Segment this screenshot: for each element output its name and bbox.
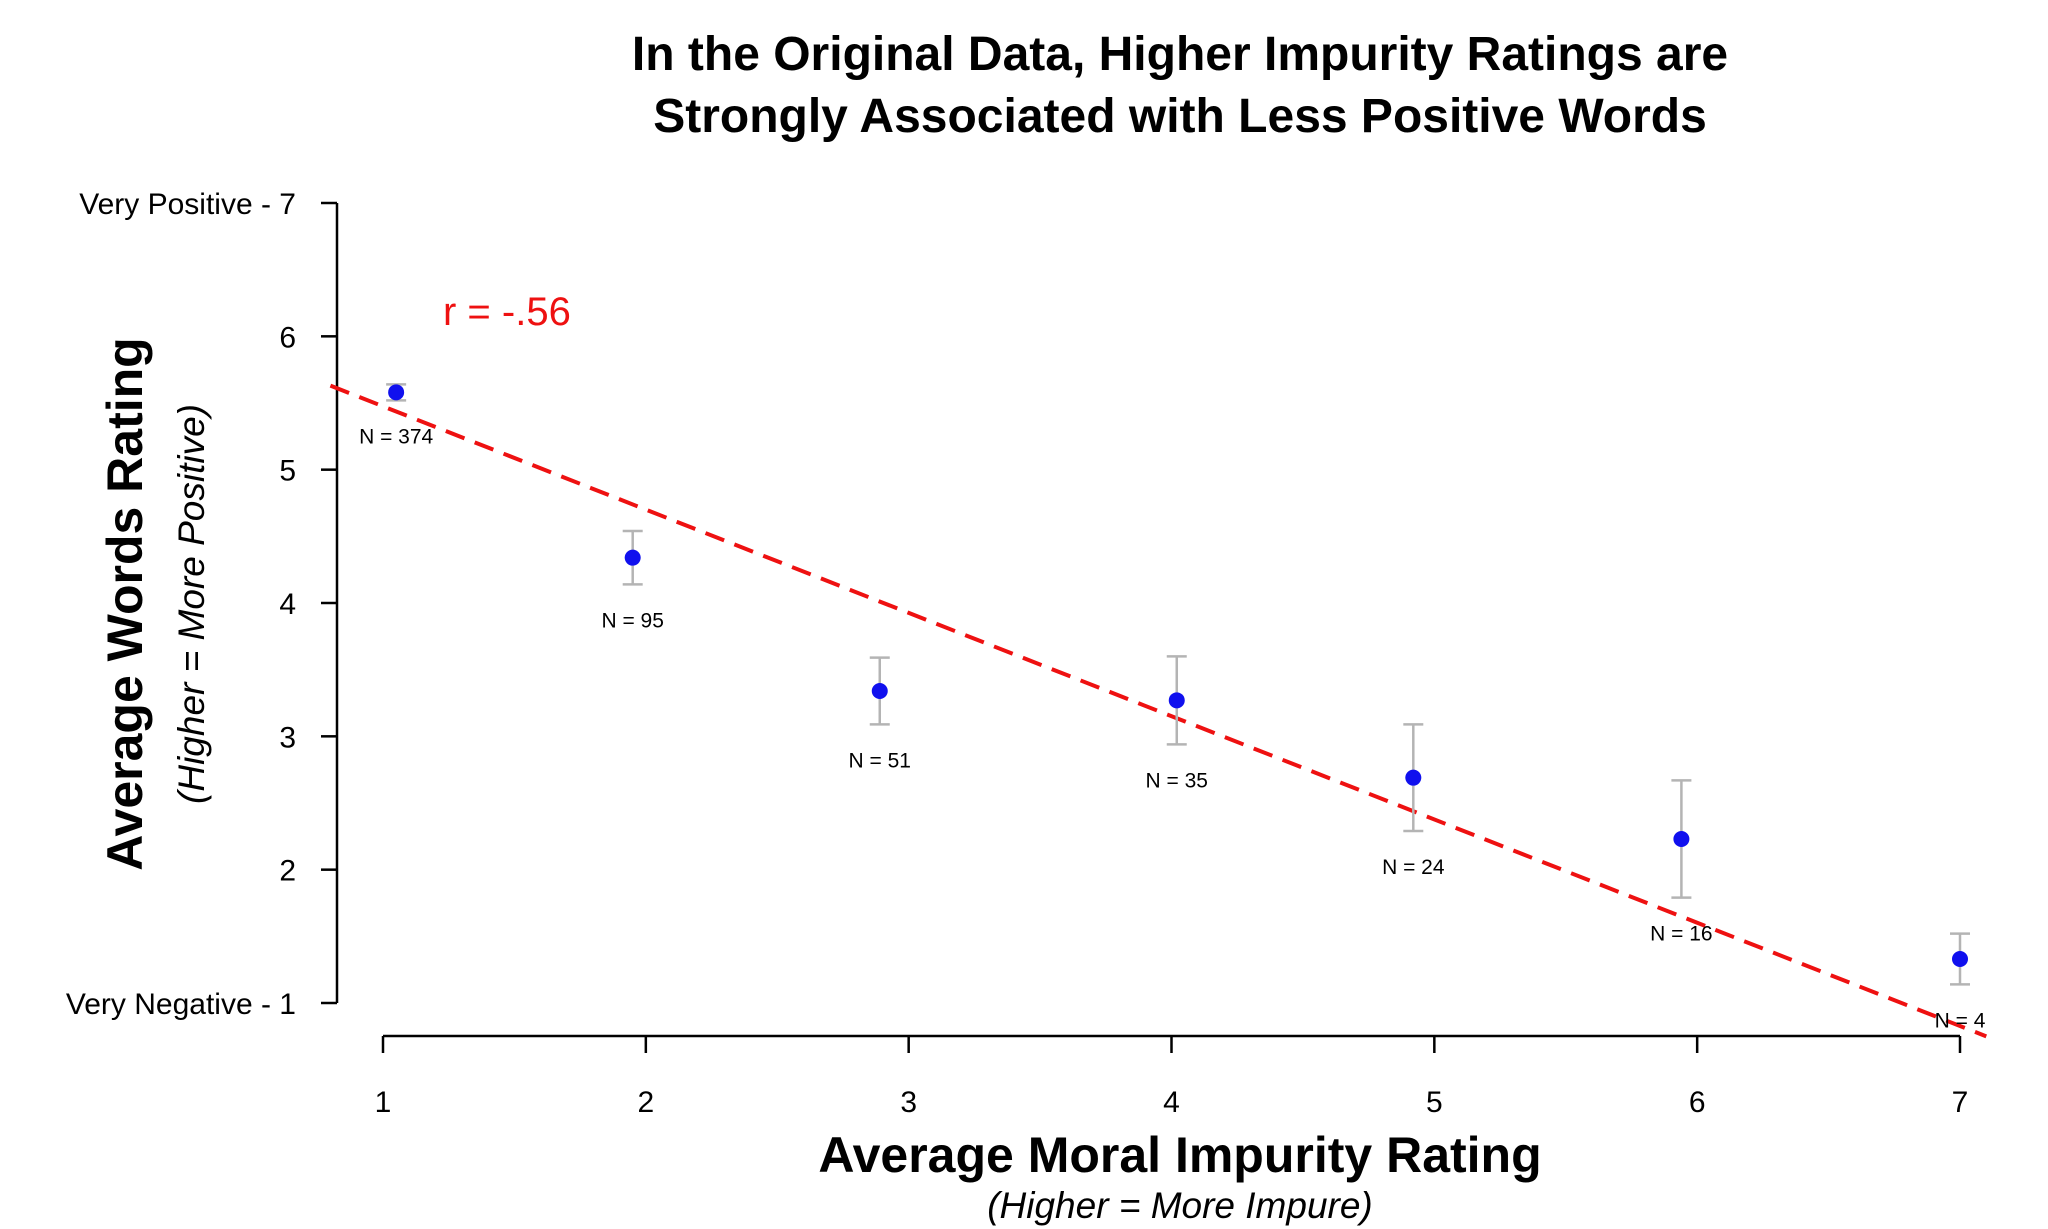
x-tick-label: 7 [1952,1086,1969,1119]
x-tick-label: 2 [637,1086,654,1119]
sample-size-label: N = 16 [1650,923,1712,946]
x-tick-label: 6 [1689,1086,1706,1119]
y-tick-label: 5 [279,455,296,488]
sample-size-label: N = 374 [359,425,433,448]
data-point [1673,831,1690,847]
y-axis-subtitle: (Higher = More Positive) [171,404,212,804]
data-point [1952,951,1968,967]
data-points [388,384,1968,967]
x-axis-subtitle: (Higher = More Impure) [987,1185,1373,1226]
sample-size-labels: N = 374 N = 95 N = 51 N = 35 N = 24 N = 16 N =… [359,425,1986,1032]
sample-size-label: N = 35 [1146,769,1208,792]
y-tick-label: 6 [279,321,296,354]
regression-line [329,383,1988,1039]
data-point [1405,769,1422,786]
sample-size-label: N = 4 [1935,1009,1986,1032]
y-tick-label: 2 [279,855,296,888]
x-tick-label: 3 [900,1086,917,1119]
data-point [1168,692,1185,709]
correlation-annotation: r = -.56 [443,290,571,334]
x-tick-label: 1 [375,1086,392,1119]
sample-size-label: N = 95 [601,609,663,632]
x-tick-label: 4 [1163,1086,1180,1119]
y-tick-label: Very Negative - 1 [66,988,296,1021]
chart-title-line-2: Strongly Associated with Less Positive W… [653,90,1707,143]
sample-size-label: N = 24 [1382,856,1445,879]
data-point [871,683,888,699]
chart-title-line-1: In the Original Data, Higher Impurity Ra… [632,28,1728,81]
sample-size-label: N = 51 [849,749,911,772]
error-bars [386,383,1970,986]
x-tick-label: 5 [1426,1086,1443,1119]
data-point [624,549,641,566]
x-axis-title: Average Moral Impurity Rating [818,1127,1541,1183]
y-tick-label: 4 [279,588,296,621]
y-tick-label: 3 [279,721,296,754]
x-axis-ticks: 1 2 3 4 5 6 7 [375,1036,1969,1119]
data-point [388,384,405,401]
y-axis-title: Average Words Rating [97,337,153,870]
y-tick-label: Very Positive - 7 [79,188,296,221]
y-axis-ticks: Very Positive - 7 6 5 4 3 2 Very Negative - 1 [66,188,337,1021]
